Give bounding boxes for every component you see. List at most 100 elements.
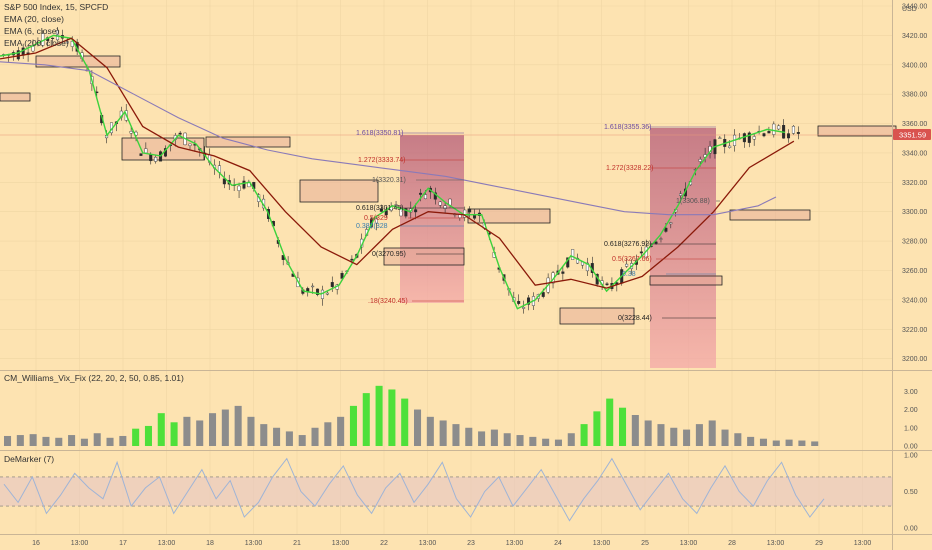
vix-fix-bar (593, 411, 601, 446)
vix-fix-bar (285, 431, 293, 446)
vix-fix-bars (4, 385, 819, 446)
vix-fix-bar (759, 438, 767, 446)
vix-fix-bar (324, 422, 332, 446)
vix-fix-bar (401, 398, 409, 446)
candle-body (527, 297, 531, 305)
candle-body (374, 218, 378, 224)
candle-body (404, 208, 408, 217)
vix-fix-bar (516, 435, 524, 446)
ema200-legend[interactable]: EMA (200, close) (4, 38, 69, 48)
vix-fix-axis: 3.00 2.00 1.00 0.00 (904, 389, 918, 451)
level-box (649, 275, 723, 286)
time-tick-label: 17 (119, 540, 127, 547)
vix-fix-bar (349, 405, 357, 446)
time-tick-label: 13:00 (593, 540, 611, 547)
time-axis[interactable]: 16 13:00 17 13:00 18 13:00 21 13:00 22 13:00 23 13:… (0, 534, 932, 548)
candle-body (728, 145, 732, 148)
vix-fix-title[interactable]: CM_Williams_Vix_Fix (22, 20, 2, 50, 0.85… (4, 373, 184, 383)
ema-series-line[interactable] (0, 34, 786, 310)
vix-fix-bar (93, 433, 101, 446)
vix-fix-bar (260, 424, 268, 446)
demarker-tick-label: 1.00 (904, 453, 918, 460)
price-axis[interactable]: 3440.00 3420.00 3400.00 3380.00 3360.00 3340.… (902, 4, 927, 364)
candle-body (664, 227, 668, 232)
candle-body (517, 300, 521, 304)
candle-body (144, 148, 148, 154)
demarker-tick-label: 0.50 (904, 489, 918, 496)
candle-body (51, 37, 55, 40)
price-pane[interactable]: 1.618(3350.81) 1.272(3333.74) 1(3320.31) 0.… (0, 0, 927, 534)
fib-level-label: 1.618(3350.81) (356, 130, 403, 137)
candle-body (316, 288, 320, 295)
vix-fix-bar (554, 439, 562, 446)
candle-body (311, 285, 315, 288)
candle-body (796, 132, 800, 134)
demarker-title[interactable]: DeMarker (7) (4, 454, 54, 464)
vix-fix-bar (503, 433, 511, 446)
demarker-series-line (3, 457, 825, 522)
symbol-title[interactable]: S&P 500 Index, 15, SPCFD (4, 2, 108, 12)
vix-fix-bar (811, 441, 819, 446)
ema-series-line[interactable] (0, 37, 795, 289)
candle-body (325, 292, 329, 295)
demarker-tick-label: 0.00 (904, 526, 918, 533)
vix-fix-bar (465, 427, 473, 446)
vix-fix-bar (132, 428, 140, 446)
time-tick-label: 13:00 (419, 540, 437, 547)
candle-body (178, 132, 182, 135)
time-tick-label: 13:00 (245, 540, 263, 547)
candle-body (188, 143, 192, 146)
vix-fix-bar (106, 437, 114, 446)
vix-fix-bar (196, 420, 204, 446)
price-tick-label: 3300.00 (902, 209, 927, 216)
ema6-legend[interactable]: EMA (6, close) (4, 26, 59, 36)
level-box (559, 307, 635, 325)
candle-body (752, 136, 756, 140)
time-tick-label: 28 (728, 540, 736, 547)
vix-fix-bar (798, 440, 806, 446)
vix-fix-bar (734, 433, 742, 446)
vix-fix-bar (580, 424, 588, 446)
vix-fix-bar (362, 393, 370, 446)
vix-fix-bar (631, 415, 639, 446)
vix-fix-bar (542, 438, 550, 446)
time-tick-label: 22 (380, 540, 388, 547)
candle-body (31, 46, 35, 52)
vix-fix-bar (529, 436, 537, 446)
fib-level-label: 0.5(3267.66) (612, 256, 652, 263)
vix-fix-bar (80, 438, 88, 446)
vix-fix-bar (42, 436, 50, 446)
vix-fix-bar (375, 385, 383, 446)
candle-body (237, 185, 241, 191)
vix-fix-bar (16, 435, 24, 446)
level-box (299, 179, 379, 203)
candle-body (541, 292, 545, 297)
candle-body (16, 50, 20, 60)
vix-fix-bar (4, 435, 12, 446)
level-box (729, 209, 811, 221)
vix-fix-bar (144, 425, 152, 446)
candle-body (747, 132, 751, 143)
vix-fix-bar (695, 424, 703, 446)
price-tick-label: 3360.00 (902, 121, 927, 128)
candle-body (718, 137, 722, 139)
vix-fix-bar (157, 413, 165, 446)
vix-fix-bar (388, 389, 396, 446)
candle-body (414, 209, 418, 213)
candle-body (659, 238, 663, 240)
candle-body (767, 131, 771, 134)
ema20-legend[interactable]: EMA (20, close) (4, 14, 64, 24)
candle-body (65, 41, 69, 44)
vix-fix-bar (657, 424, 665, 446)
vix-fix-pane[interactable]: 3.00 2.00 1.00 0.00 CM_Williams_Vix_Fix (22… (0, 370, 932, 451)
candle-body (340, 273, 344, 279)
demarker-pane[interactable]: 1.00 0.50 0.00 DeMarker (7) (0, 450, 932, 533)
fib-zone (400, 135, 464, 303)
vix-fix-bar (414, 409, 422, 446)
candle-body (625, 263, 629, 267)
vix-fix-bar (68, 435, 76, 446)
ema-series-line[interactable] (0, 61, 777, 216)
price-tick-label: 3240.00 (902, 297, 927, 304)
fib-level-label: 1.272(3333.74) (358, 157, 405, 164)
candle-body (149, 154, 153, 162)
